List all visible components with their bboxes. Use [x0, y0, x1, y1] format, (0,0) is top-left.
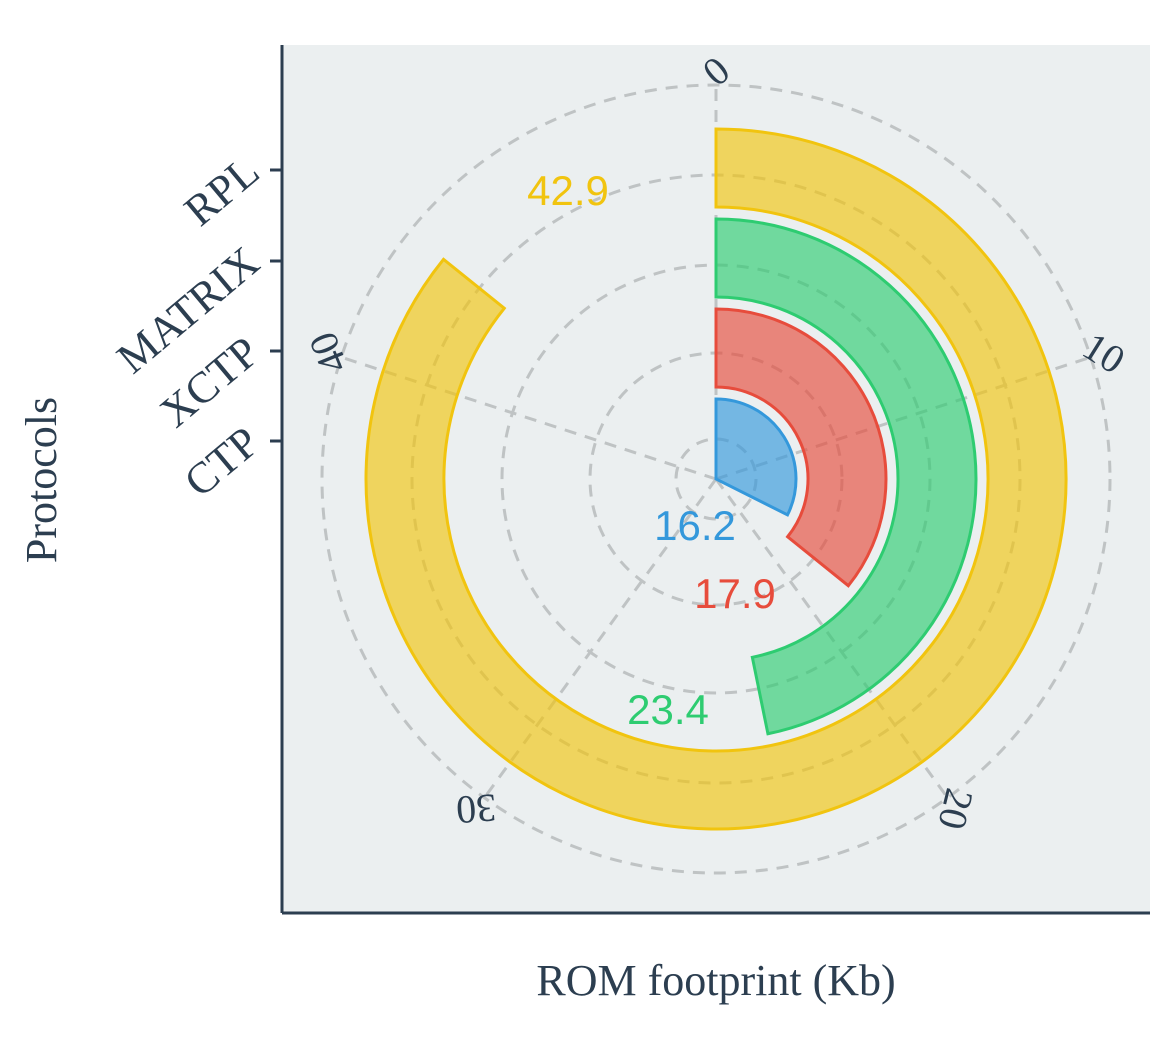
- x-axis-title: ROM footprint (Kb): [536, 956, 895, 1005]
- grid-spoke: [483, 478, 718, 799]
- value-label-matrix: 23.4: [627, 686, 709, 733]
- category-label-rpl: RPL: [175, 146, 268, 235]
- bar-ctp: [714, 397, 798, 517]
- bar-matrix: [714, 217, 978, 736]
- grid-ring: [320, 83, 1112, 875]
- value-label-ctp: 16.2: [654, 502, 736, 549]
- bar-xctp: [714, 307, 888, 588]
- value-label-xctp: 17.9: [694, 570, 776, 617]
- grid-spoke: [340, 355, 717, 481]
- bar-layer: [364, 127, 1068, 831]
- label-layer: 16.2 17.9 23.4 42.9: [527, 167, 776, 733]
- y-axis-title: Protocols: [17, 397, 66, 563]
- bar-rpl: [364, 127, 1068, 831]
- angular-tick-label: 30: [455, 785, 498, 833]
- value-label-rpl: 42.9: [527, 167, 609, 214]
